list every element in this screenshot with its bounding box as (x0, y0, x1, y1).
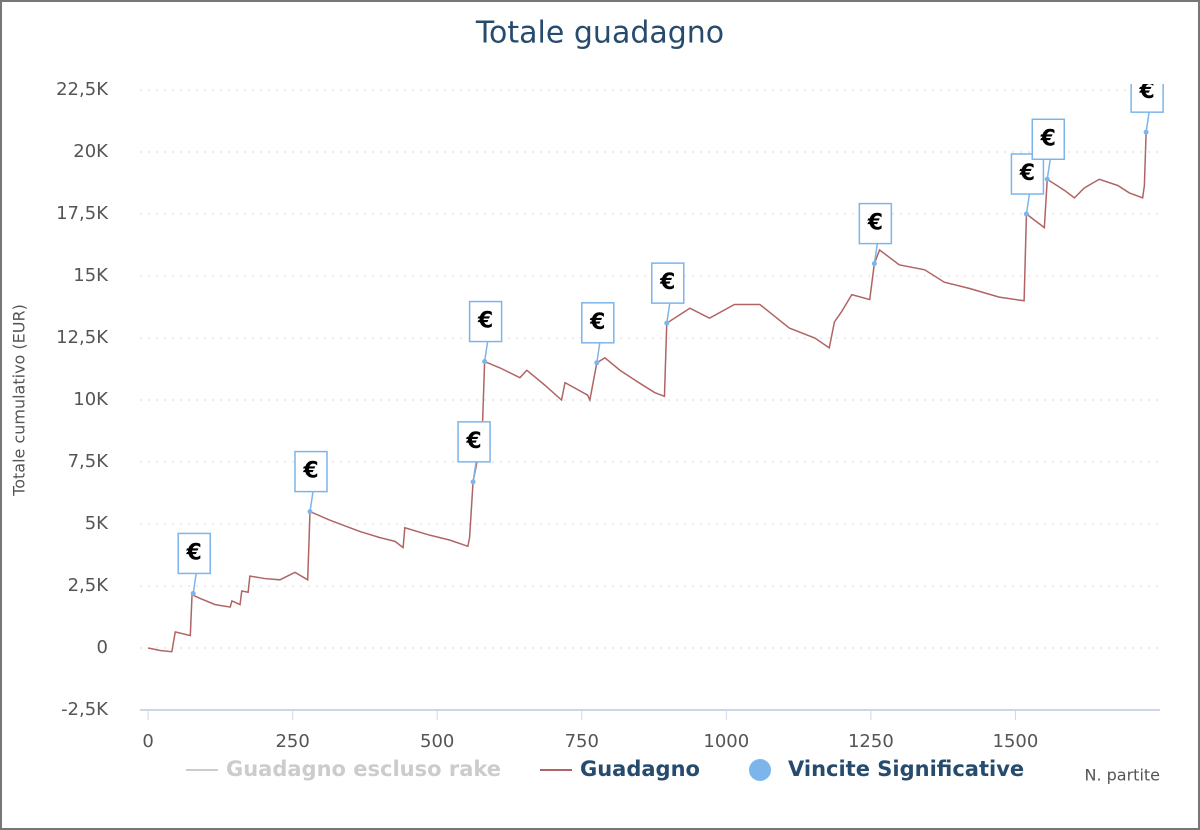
win-point (307, 509, 313, 515)
win-point (664, 320, 670, 326)
flag-box (177, 532, 211, 575)
line-series (147, 132, 1147, 653)
y-tick-label: 20K (73, 141, 109, 162)
flag-connector (192, 573, 197, 594)
legend-symbol (749, 759, 771, 781)
x-axis-label: N. partite (1084, 766, 1160, 785)
flag-box (651, 262, 685, 304)
win-point (482, 359, 488, 365)
y-tick-label: -2,5K (61, 699, 109, 720)
flag-label: € (302, 459, 318, 484)
legend-label[interactable]: Guadagno (580, 757, 700, 781)
win-point (1023, 211, 1029, 217)
x-tick-label: 0 (142, 731, 153, 752)
y-tick-label: 15K (73, 265, 109, 286)
y-tick-label: 10K (73, 389, 109, 410)
flag-connector (873, 243, 879, 264)
win-point (470, 479, 476, 485)
win-point (1143, 129, 1149, 135)
flag-label: € (477, 309, 493, 334)
flag-connector (309, 491, 314, 512)
flag-box (858, 202, 893, 245)
flag-connector (483, 341, 489, 362)
flag-box (468, 300, 503, 343)
flag-connector (1145, 112, 1150, 133)
flag-label: € (589, 310, 605, 335)
flag-label: € (867, 211, 883, 236)
chart-title: Totale guadagno (475, 16, 724, 51)
win-point (190, 590, 196, 596)
y-axis-label: Totale cumulativo (EUR) (10, 304, 29, 497)
win-point (594, 360, 600, 366)
flag-connector (596, 342, 601, 363)
x-tick-label: 750 (565, 731, 599, 752)
flag-connector (1025, 193, 1031, 215)
flag-box (294, 450, 328, 493)
y-tick-label: 22,5K (56, 79, 109, 100)
legend-label[interactable]: Vincite Significative (788, 757, 1024, 781)
win-point (871, 261, 877, 267)
x-tick-label: 1000 (703, 731, 749, 752)
y-tick-label: 12,5K (56, 327, 109, 348)
x-tick-label: 1250 (848, 731, 894, 752)
flag-label: € (1019, 161, 1035, 186)
flag-label: € (186, 540, 202, 565)
legend-label[interactable]: Guadagno escluso rake (226, 757, 501, 781)
flag-box (581, 302, 615, 344)
plot-area: €€€€ €€€€€€ (147, 79, 1164, 653)
x-tick-label: 500 (420, 731, 454, 752)
flag-label: € (1040, 126, 1056, 151)
x-tick-label: 1500 (993, 731, 1039, 752)
flag-label: € (659, 270, 675, 295)
flag-connector (666, 303, 671, 324)
flag-box (457, 421, 491, 463)
y-tick-label: 0 (97, 637, 108, 658)
x-tick-label: 250 (275, 731, 309, 752)
flag-connector (472, 461, 477, 482)
y-tick-label: 5K (85, 513, 109, 534)
y-tick-label: 17,5K (56, 203, 109, 224)
y-tick-label: 2,5K (68, 575, 110, 596)
flag-connector (1046, 159, 1051, 180)
y-tick-label: 7,5K (68, 451, 110, 472)
win-point (1044, 176, 1050, 182)
flag-box (1010, 153, 1045, 195)
flag-box (1031, 118, 1065, 161)
flag-label: € (465, 429, 481, 454)
flag-box (1130, 84, 1164, 113)
flag-label: € (1138, 79, 1154, 104)
